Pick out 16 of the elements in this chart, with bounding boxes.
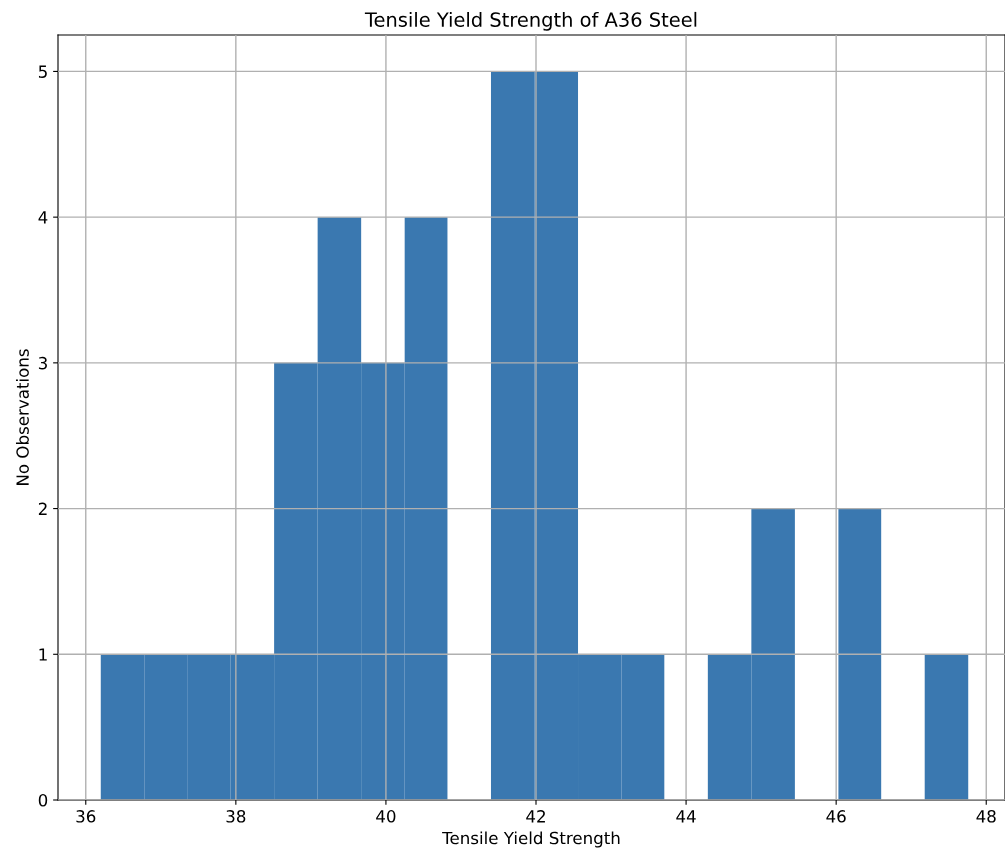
y-tick-label: 1 [39, 648, 47, 661]
x-tick-label: 44 [676, 810, 696, 823]
y-tick-label: 2 [38, 502, 47, 515]
x-tick-label: 46 [826, 810, 846, 823]
y-tick-label: 4 [38, 211, 48, 224]
chart-title: Tensile Yield Strength of A36 Steel [364, 11, 697, 31]
x-tick-label: 48 [976, 810, 996, 823]
x-tick-label: 38 [226, 810, 246, 823]
y-tick-label: 0 [38, 793, 48, 807]
x-tick-label: 36 [76, 810, 96, 823]
y-tick-label: 5 [38, 65, 47, 78]
x-tick-label: 40 [376, 810, 396, 823]
y-axis-title: No Observations [15, 349, 29, 485]
y-tick-label: 3 [38, 356, 47, 370]
x-axis-title: Tensile Yield Strength [442, 831, 620, 848]
x-tick-label: 42 [526, 810, 545, 823]
